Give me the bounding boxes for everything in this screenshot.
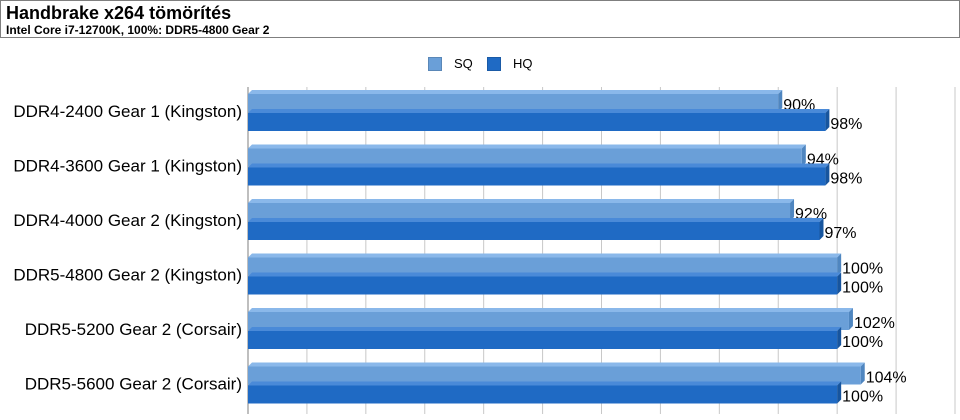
value-label: 100%: [842, 280, 883, 297]
chart-title-box: Handbrake x264 tömörítés Intel Core i7-1…: [0, 0, 960, 38]
category-label: DDR5-5600 Gear 2 (Corsair): [25, 375, 242, 394]
value-label: 100%: [842, 261, 883, 278]
bar-hq: [248, 331, 838, 349]
bar-top-sq: [248, 308, 853, 312]
bar-top-hq: [248, 381, 842, 386]
bar-hq: [248, 276, 838, 295]
bar-side-sq: [837, 253, 842, 276]
category-label: DDR4-3600 Gear 1 (Kingston): [13, 157, 242, 176]
category-label: DDR5-4800 Gear 2 (Kingston): [13, 266, 242, 285]
value-label: 98%: [830, 171, 862, 188]
bar-sq: [248, 366, 861, 385]
value-label: 104%: [866, 370, 907, 387]
bar-top-hq: [248, 218, 824, 222]
bar-top-sq: [248, 253, 842, 258]
legend-label-sq: SQ: [454, 56, 473, 71]
bar-sq: [248, 148, 802, 167]
bar-top-sq: [248, 90, 783, 94]
value-label: 97%: [824, 225, 856, 242]
legend-swatch-sq: [428, 56, 442, 71]
bar-top-hq: [248, 109, 830, 113]
bar-top-sq: [248, 199, 795, 203]
bar-top-sq: [248, 144, 806, 149]
chart-subtitle: Intel Core i7-12700K, 100%: DDR5-4800 Ge…: [6, 23, 270, 37]
bar-side-sq: [848, 308, 853, 330]
bar-hq: [248, 222, 820, 240]
bar-side-sq: [860, 362, 865, 385]
category-label: DDR4-2400 Gear 1 (Kingston): [13, 102, 242, 121]
bar-sq: [248, 203, 791, 221]
bar-side-sq: [790, 199, 795, 221]
category-label: DDR4-4000 Gear 2 (Kingston): [13, 211, 242, 230]
bar-top-sq: [248, 362, 865, 367]
bar-side-hq: [837, 381, 842, 404]
bar-top-hq: [248, 163, 830, 168]
bar-sq: [248, 312, 849, 330]
bar-hq: [248, 385, 838, 404]
legend-swatch-hq: [487, 56, 501, 71]
value-label: 100%: [842, 389, 883, 406]
bar-sq: [248, 94, 779, 112]
bar-side-sq: [778, 90, 783, 112]
bar-top-hq: [248, 272, 842, 277]
bar-side-hq: [825, 109, 830, 131]
value-label: 100%: [842, 334, 883, 351]
bar-hq: [248, 113, 826, 131]
legend-label-hq: HQ: [513, 56, 533, 71]
legend-item-hq: HQ: [487, 56, 533, 71]
bar-side-sq: [801, 144, 806, 167]
legend: SQ HQ: [0, 56, 960, 76]
category-label: DDR5-5200 Gear 2 (Corsair): [25, 320, 242, 339]
legend-item-sq: SQ: [428, 56, 473, 71]
bar-sq: [248, 257, 838, 276]
value-label: 98%: [830, 116, 862, 133]
chart-title: Handbrake x264 tömörítés: [6, 3, 232, 23]
bar-side-hq: [837, 327, 842, 349]
value-label: 102%: [854, 315, 895, 332]
bar-hq: [248, 167, 826, 186]
bar-top-hq: [248, 327, 842, 331]
bar-side-hq: [819, 218, 824, 240]
bar-side-hq: [837, 272, 842, 295]
bar-side-hq: [825, 163, 830, 186]
